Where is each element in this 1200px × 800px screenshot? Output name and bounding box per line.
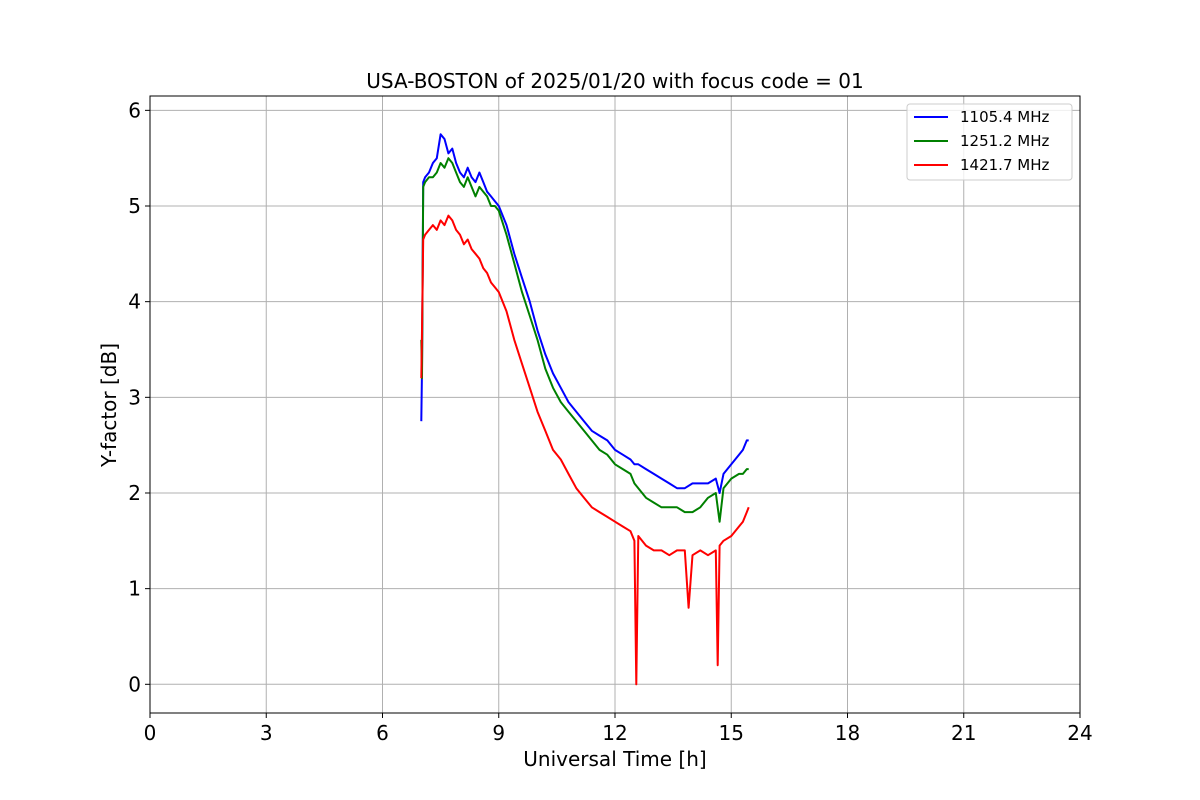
- x-tick-label: 24: [1067, 721, 1092, 745]
- y-tick-label: 4: [128, 290, 141, 314]
- y-tick-label: 1: [128, 577, 141, 601]
- y-axis-label: Y-factor [dB]: [97, 343, 121, 468]
- x-tick-label: 6: [376, 721, 389, 745]
- legend-label-1: 1105.4 MHz: [960, 108, 1049, 126]
- y-tick-label: 0: [128, 672, 141, 696]
- x-axis-ticks: 0 3 6 9 12 15 18 21 24: [144, 713, 1093, 745]
- x-axis-label: Universal Time [h]: [523, 747, 706, 771]
- legend-box: [906, 103, 1073, 181]
- x-tick-label: 12: [602, 721, 627, 745]
- x-tick-label: 18: [835, 721, 860, 745]
- y-tick-label: 5: [128, 194, 141, 218]
- series-lines: [420, 133, 750, 686]
- chart-title: USA-BOSTON of 2025/01/20 with focus code…: [366, 69, 863, 93]
- y-tick-label: 2: [128, 481, 141, 505]
- series-line-1: [420, 133, 749, 494]
- x-tick-label: 15: [719, 721, 744, 745]
- y-tick-label: 3: [128, 385, 141, 409]
- series-line-3: [420, 214, 750, 686]
- x-tick-label: 9: [492, 721, 505, 745]
- y-tick-label: 6: [128, 98, 141, 122]
- x-tick-label: 3: [260, 721, 273, 745]
- legend-label-3: 1421.7 MHz: [960, 156, 1049, 174]
- x-tick-label: 0: [144, 721, 157, 745]
- x-tick-label: 21: [951, 721, 976, 745]
- legend-label-2: 1251.2 MHz: [960, 132, 1049, 150]
- y-axis-ticks: 0 1 2 3 4 5 6: [128, 98, 150, 696]
- series-line-2: [420, 157, 749, 523]
- legend: 1105.4 MHz 1251.2 MHz 1421.7 MHz: [906, 103, 1073, 181]
